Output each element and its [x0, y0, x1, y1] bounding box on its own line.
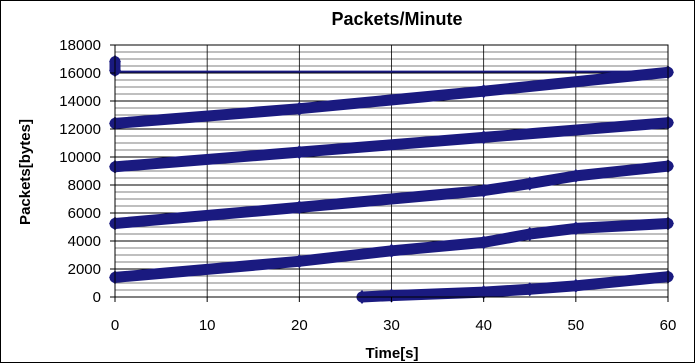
data-series [109, 54, 674, 304]
data-point [523, 282, 536, 297]
data-point [569, 168, 582, 183]
y-tick-label: 14000 [59, 93, 101, 110]
data-point [477, 84, 490, 99]
series-5 [356, 269, 674, 304]
y-tick-label: 2000 [68, 261, 101, 278]
data-point [477, 235, 490, 250]
series-trace [109, 66, 674, 129]
data-point [477, 285, 490, 300]
x-tick-label: 40 [475, 317, 492, 334]
data-point [523, 176, 536, 191]
y-tick-label: 4000 [68, 233, 101, 250]
data-point [477, 183, 490, 198]
data-point [385, 288, 398, 303]
data-point [569, 221, 582, 236]
data-point [385, 243, 398, 258]
data-point [293, 254, 306, 269]
x-tick-label: 0 [111, 317, 119, 334]
y-axis-label: Packets[bytes] [17, 119, 34, 225]
data-point [477, 130, 490, 145]
x-tick-label: 20 [291, 317, 308, 334]
data-point [293, 200, 306, 215]
y-tick-label: 6000 [68, 205, 101, 222]
y-tick-labels: 0 2000 4000 6000 8000 10000 12000 14000 16000 180… [59, 37, 115, 306]
data-point [569, 278, 582, 293]
series-trace [356, 271, 674, 303]
x-tick-label: 30 [383, 317, 400, 334]
y-tick-label: 8000 [68, 177, 101, 194]
x-tick-label: 50 [567, 317, 584, 334]
y-tick-label: 12000 [59, 121, 101, 138]
series-trace [109, 160, 674, 229]
x-tick-label: 10 [199, 317, 216, 334]
x-tick-labels: 0 10 20 30 40 50 60 [111, 297, 677, 334]
y-tick-label: 10000 [59, 149, 101, 166]
y-tick-label: 0 [93, 289, 101, 306]
y-tick-label: 18000 [59, 37, 101, 54]
series-4 [109, 216, 674, 285]
data-point [293, 101, 306, 116]
data-point [293, 145, 306, 160]
x-tick-label: 60 [660, 317, 677, 334]
y-tick-label: 16000 [59, 65, 101, 82]
x-axis-label: Time[s] [365, 345, 418, 362]
series-trace [109, 117, 674, 173]
data-point [523, 227, 536, 241]
chart-title: Packets/Minute [331, 9, 462, 29]
